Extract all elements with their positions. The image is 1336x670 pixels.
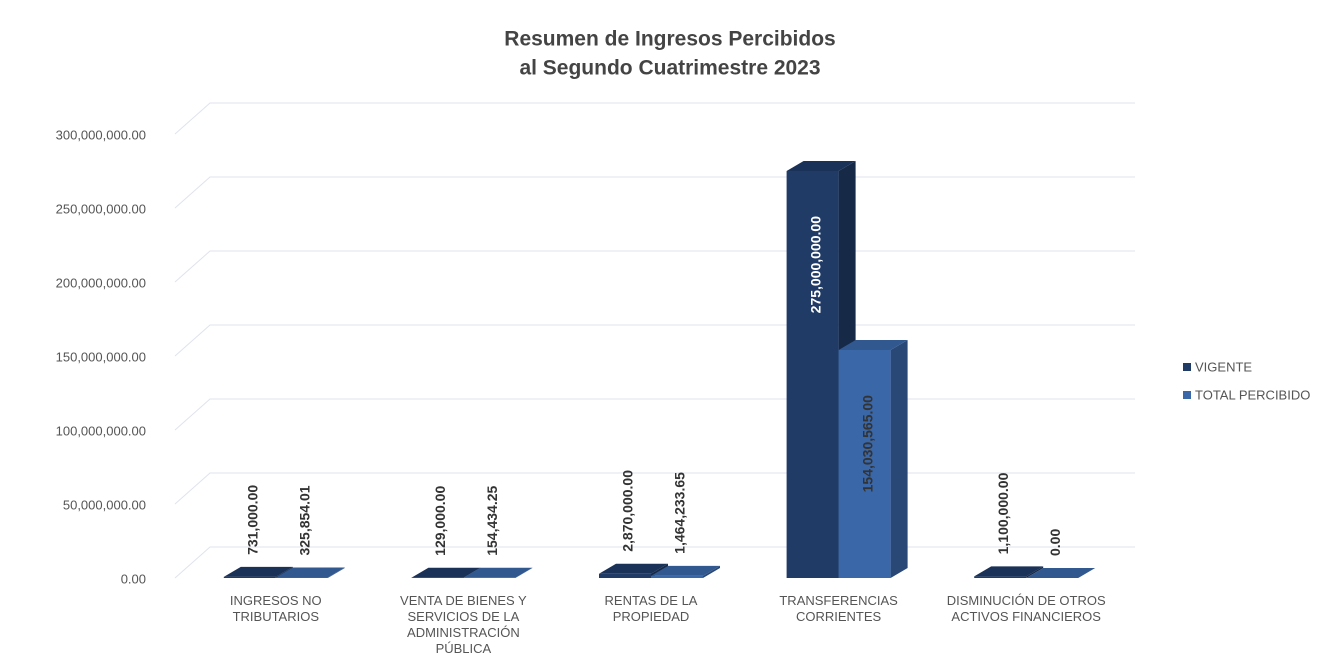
grid-line: [174, 472, 1135, 505]
grid-line: [174, 398, 1135, 431]
grid-line: [174, 176, 1135, 209]
bar: [974, 566, 1044, 578]
bar-face: [1026, 566, 1044, 578]
bar: [275, 567, 345, 578]
bar-face: [275, 567, 345, 578]
y-tick-label: 150,000,000.00: [56, 349, 146, 364]
x-tick-label: INGRESOS NO TRIBUTARIOS: [229, 593, 322, 624]
bar-face: [786, 171, 839, 578]
data-label: 154,030,565.00: [859, 395, 875, 493]
y-tick-label: 100,000,000.00: [56, 423, 146, 438]
x-tick-label: RENTAS DE LA PROPIEDAD: [604, 593, 698, 624]
x-tick-label: TRANSFERENCIAS CORRIENTES: [779, 593, 898, 624]
x-tick-label: VENTA DE BIENES Y SERVICIOS DE LA ADMINI…: [400, 593, 527, 656]
bar-face: [651, 575, 703, 578]
y-tick-label: 200,000,000.00: [56, 275, 146, 290]
legend-swatch: [1183, 391, 1191, 399]
bar: [463, 567, 533, 578]
bar-face: [463, 567, 533, 578]
bar-face: [651, 565, 720, 576]
bar: [838, 340, 908, 578]
legend-swatch: [1183, 363, 1191, 371]
bar-face: [786, 161, 856, 171]
x-tick-label: DISMINUCIÓN DE OTROS ACTIVOS FINANCIEROS: [946, 593, 1106, 624]
bar-face: [599, 563, 668, 574]
chart-subtitle: al Segundo Cuatrimestre 2023: [519, 57, 820, 80]
y-tick-label: 250,000,000.00: [56, 201, 146, 216]
grid-line: [174, 250, 1135, 283]
bar-face: [838, 340, 908, 351]
y-tick-label: 50,000,000.00: [63, 497, 146, 512]
data-label: 0.00: [1047, 529, 1063, 556]
y-tick-label: 300,000,000.00: [56, 127, 146, 142]
bar-face: [327, 567, 345, 578]
bar-face: [223, 576, 276, 578]
bar: [651, 565, 720, 578]
bar-face: [223, 566, 293, 577]
bar-face: [515, 567, 533, 578]
grid-line: [174, 324, 1135, 357]
data-label: 2,870,000.00: [620, 470, 636, 552]
data-label: 129,000.00: [432, 486, 448, 556]
data-label: 275,000,000.00: [807, 216, 823, 314]
chart-title: Resumen de Ingresos Percibidos: [504, 28, 835, 51]
bar: [599, 563, 668, 578]
y-tick-label: 0.00: [121, 571, 146, 586]
data-label: 325,854.01: [297, 485, 313, 555]
bar-face: [411, 567, 481, 578]
legend-label: TOTAL PERCIBIDO: [1195, 387, 1310, 402]
grid-line: [174, 102, 1135, 135]
bar-face: [974, 566, 1044, 577]
data-label: 731,000.00: [245, 485, 261, 555]
bar-face: [599, 573, 651, 578]
bar-face: [974, 576, 1027, 578]
bar: [1026, 568, 1096, 578]
bar-face: [1026, 568, 1096, 578]
data-label: 154,434.25: [484, 485, 500, 555]
data-label: 1,464,233.65: [672, 472, 688, 554]
legend-label: VIGENTE: [1195, 359, 1252, 374]
bar-face: [890, 340, 908, 578]
data-label: 1,100,000.00: [995, 472, 1011, 554]
bar-face: [838, 350, 891, 578]
bar-face: [703, 565, 720, 578]
